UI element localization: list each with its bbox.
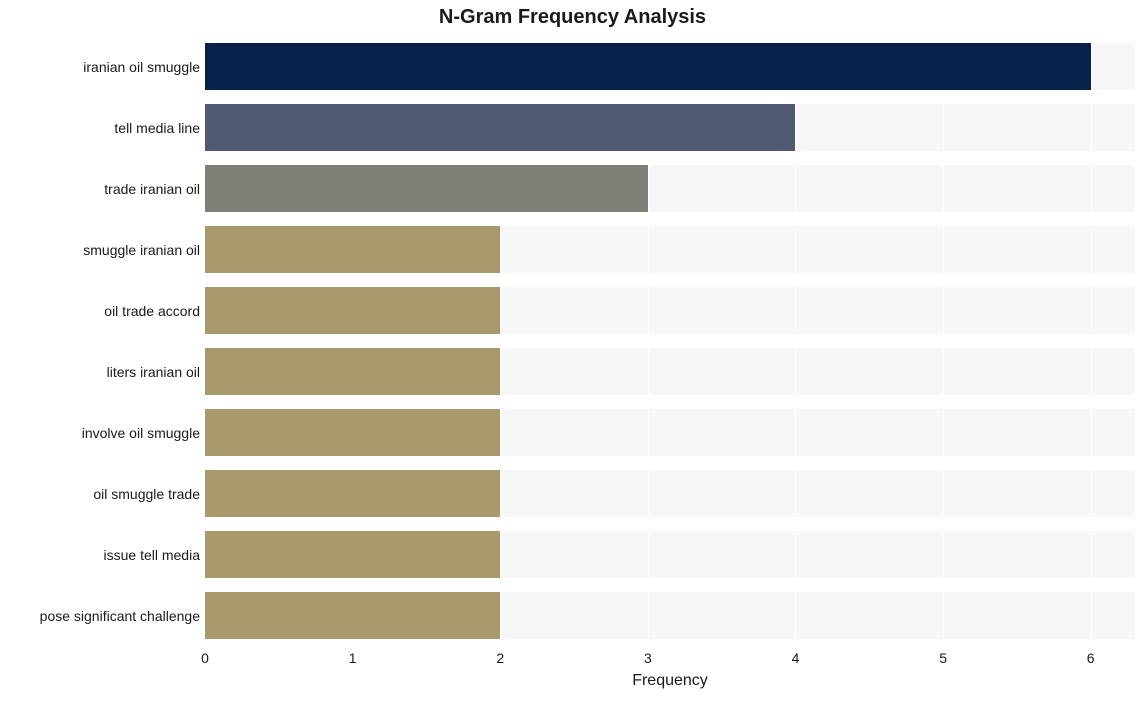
y-tick-label: pose significant challenge [0, 608, 200, 624]
bar [205, 531, 500, 579]
y-tick-label: involve oil smuggle [0, 425, 200, 441]
x-axis-label: Frequency [205, 672, 1135, 690]
grid-vline [1091, 36, 1092, 646]
x-tick-label: 0 [201, 650, 209, 666]
grid-vline [943, 36, 944, 646]
bar [205, 470, 500, 518]
chart-title: N-Gram Frequency Analysis [0, 6, 1145, 29]
x-tick-label: 5 [939, 650, 947, 666]
bar [205, 409, 500, 457]
x-tick-label: 4 [792, 650, 800, 666]
x-tick-label: 1 [349, 650, 357, 666]
bar [205, 592, 500, 640]
bar [205, 104, 795, 152]
x-tick-label: 2 [496, 650, 504, 666]
y-tick-label: tell media line [0, 120, 200, 136]
y-tick-label: trade iranian oil [0, 181, 200, 197]
bar [205, 165, 648, 213]
bar [205, 287, 500, 335]
y-tick-label: issue tell media [0, 547, 200, 563]
ngram-frequency-chart: N-Gram Frequency Analysis Frequency iran… [0, 0, 1145, 701]
bar [205, 226, 500, 274]
x-tick-label: 3 [644, 650, 652, 666]
y-tick-label: oil smuggle trade [0, 486, 200, 502]
bar [205, 348, 500, 396]
y-tick-label: iranian oil smuggle [0, 59, 200, 75]
y-tick-label: liters iranian oil [0, 364, 200, 380]
x-tick-label: 6 [1087, 650, 1095, 666]
plot-area [205, 36, 1135, 646]
grid-vline [795, 36, 796, 646]
y-tick-label: smuggle iranian oil [0, 242, 200, 258]
bar [205, 43, 1091, 91]
y-tick-label: oil trade accord [0, 303, 200, 319]
